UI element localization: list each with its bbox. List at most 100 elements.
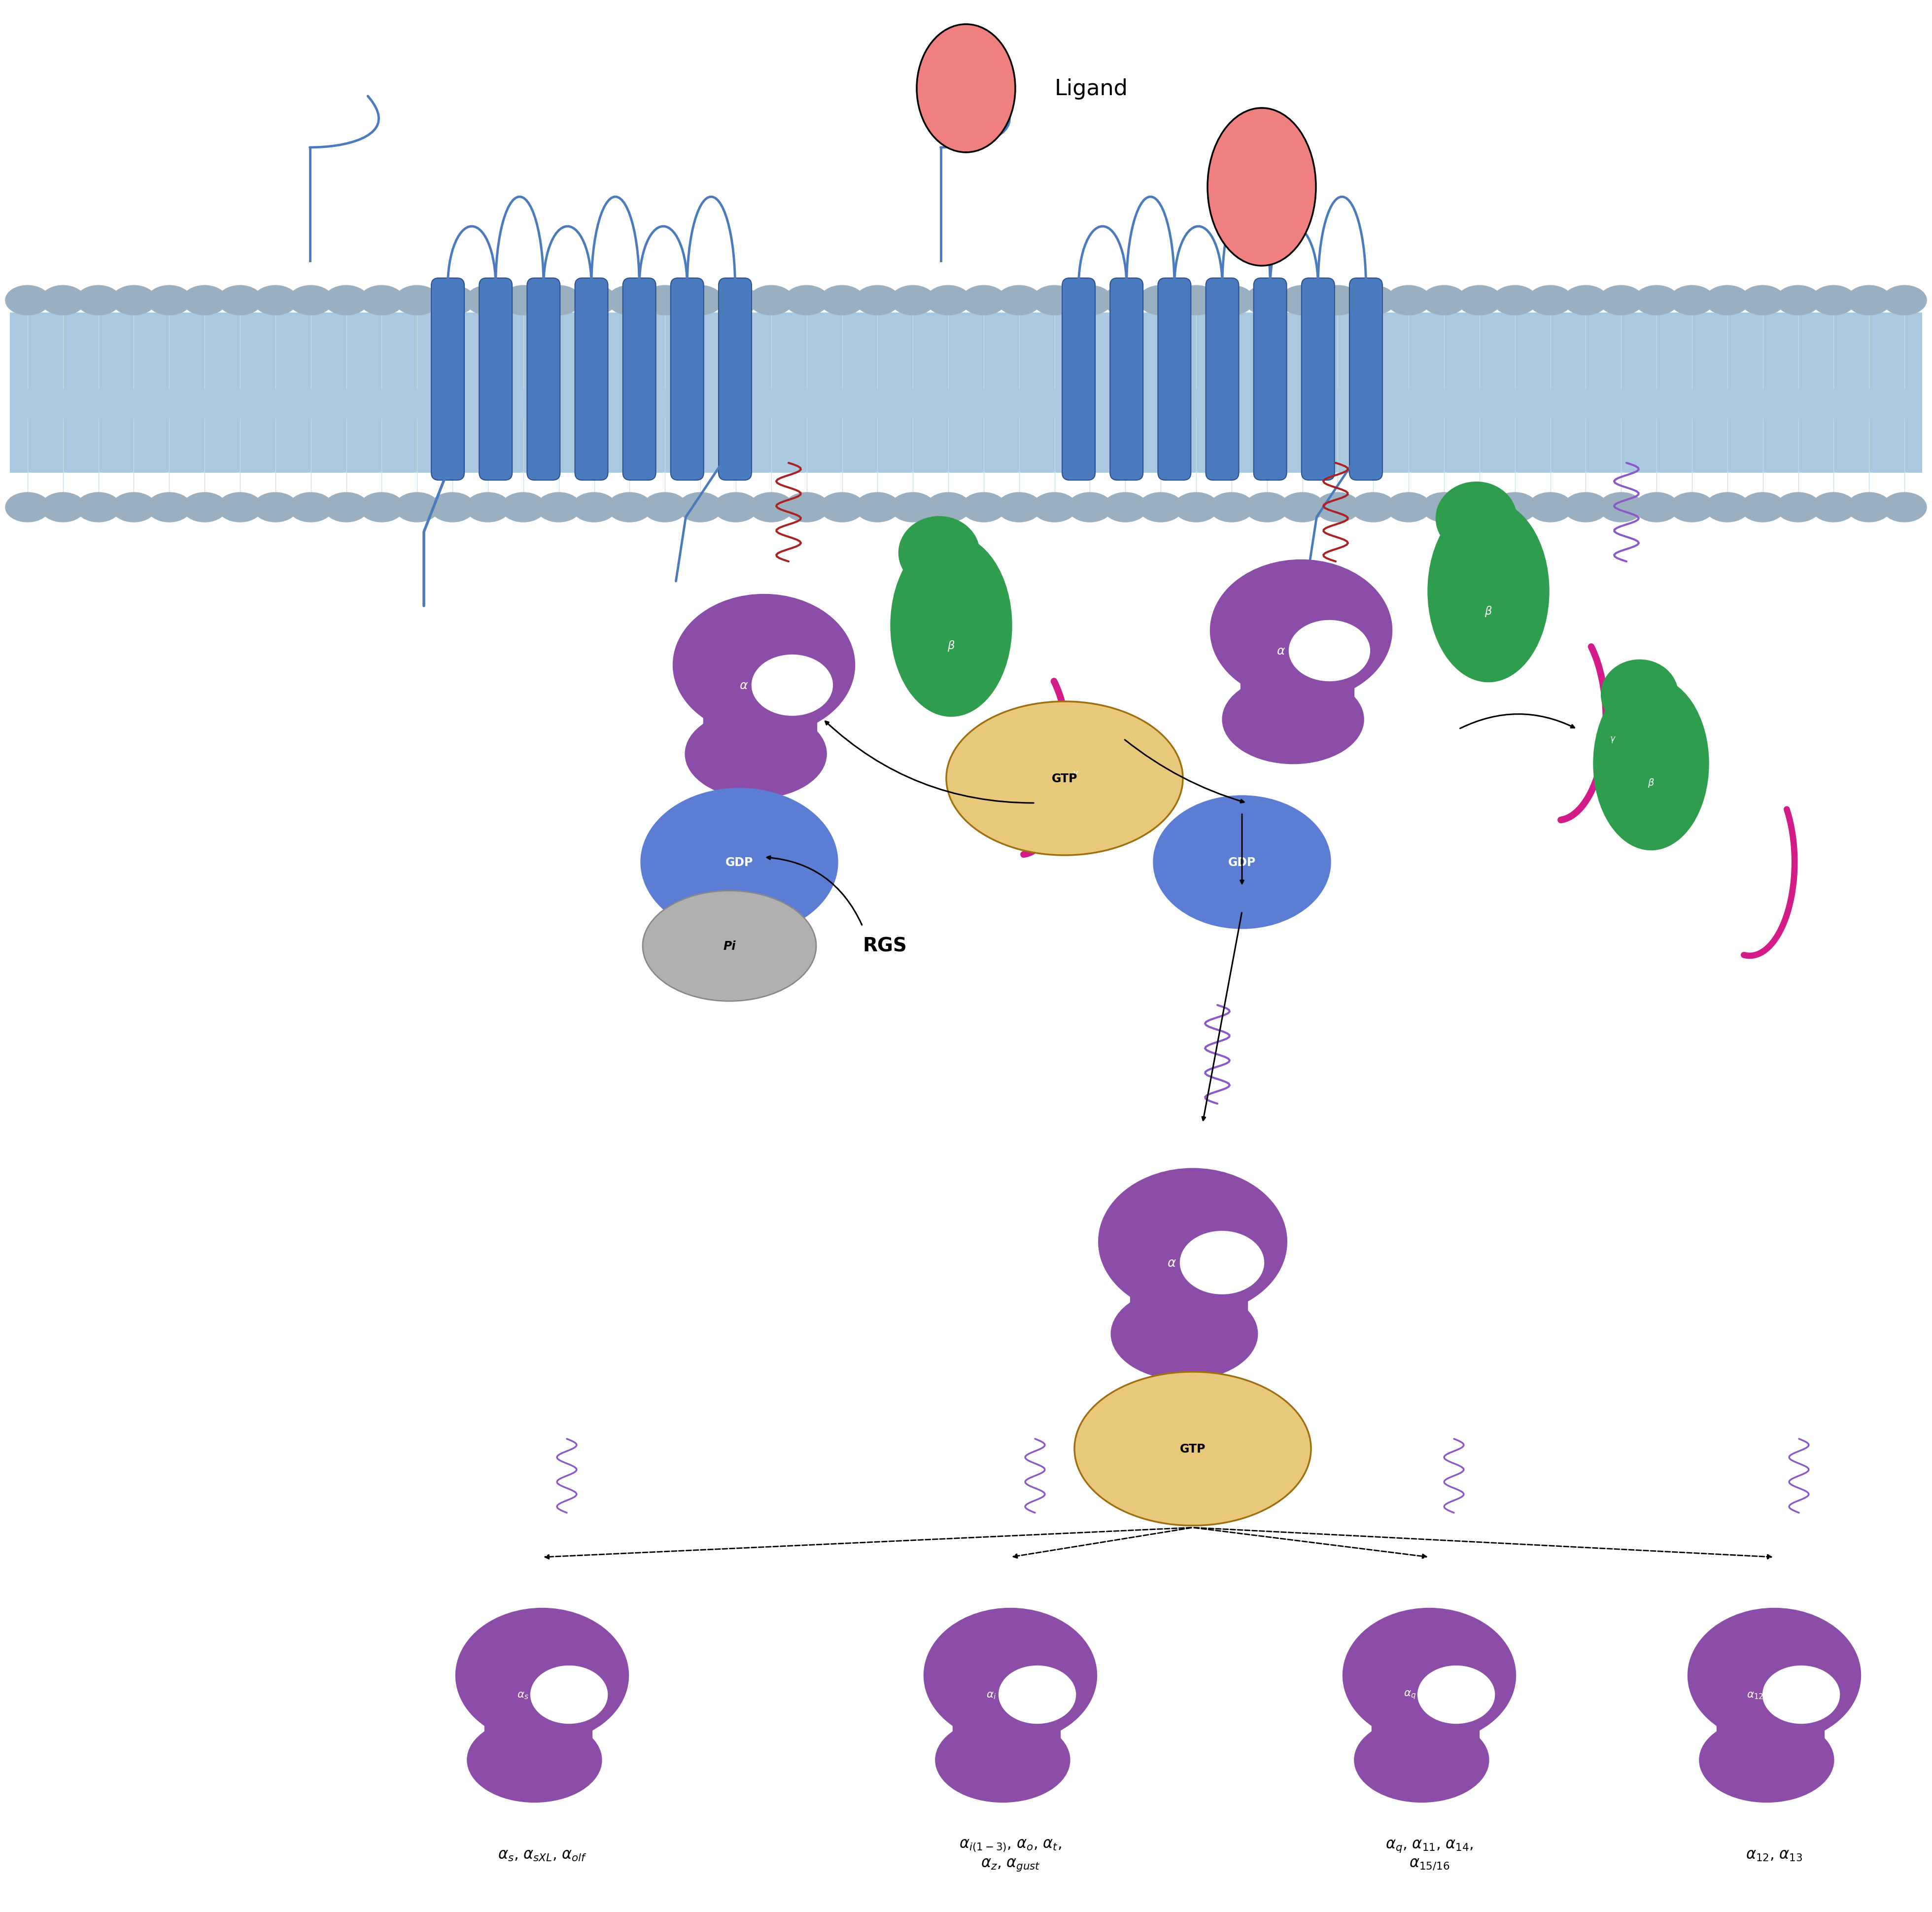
Ellipse shape xyxy=(6,285,50,315)
Ellipse shape xyxy=(1563,285,1607,315)
FancyBboxPatch shape xyxy=(719,279,752,480)
Ellipse shape xyxy=(75,285,120,315)
Text: $\alpha_{12}$, $\alpha_{13}$: $\alpha_{12}$, $\alpha_{13}$ xyxy=(1747,1847,1803,1862)
Ellipse shape xyxy=(1706,285,1750,315)
Ellipse shape xyxy=(923,1608,1097,1742)
Ellipse shape xyxy=(1422,493,1466,522)
Ellipse shape xyxy=(1316,493,1360,522)
Ellipse shape xyxy=(6,493,50,522)
Ellipse shape xyxy=(898,516,980,589)
Ellipse shape xyxy=(925,285,970,315)
Text: GDP: GDP xyxy=(1229,857,1256,868)
Text: $\alpha$: $\alpha$ xyxy=(1167,1256,1177,1270)
FancyBboxPatch shape xyxy=(1254,279,1287,480)
Ellipse shape xyxy=(856,285,900,315)
Text: $\gamma$: $\gamma$ xyxy=(1795,895,1801,902)
Ellipse shape xyxy=(1209,285,1254,315)
Ellipse shape xyxy=(112,493,156,522)
Ellipse shape xyxy=(531,1665,607,1723)
Ellipse shape xyxy=(1689,1608,1861,1742)
Text: GDP: GDP xyxy=(724,857,753,868)
Ellipse shape xyxy=(750,285,794,315)
Ellipse shape xyxy=(1350,285,1395,315)
Ellipse shape xyxy=(1175,493,1219,522)
Ellipse shape xyxy=(678,285,723,315)
Ellipse shape xyxy=(1180,1231,1264,1294)
FancyBboxPatch shape xyxy=(670,279,703,480)
Ellipse shape xyxy=(1074,1373,1312,1526)
Ellipse shape xyxy=(537,493,582,522)
FancyBboxPatch shape xyxy=(527,279,560,480)
Ellipse shape xyxy=(1435,482,1517,554)
Ellipse shape xyxy=(1706,493,1750,522)
Ellipse shape xyxy=(1528,493,1573,522)
Ellipse shape xyxy=(641,788,838,937)
Ellipse shape xyxy=(672,595,854,736)
Ellipse shape xyxy=(999,1665,1076,1723)
Text: $\alpha_{12}$: $\alpha_{12}$ xyxy=(1747,1690,1764,1700)
Ellipse shape xyxy=(1528,285,1573,315)
Ellipse shape xyxy=(500,285,545,315)
Ellipse shape xyxy=(1281,285,1325,315)
Ellipse shape xyxy=(218,493,263,522)
Ellipse shape xyxy=(41,493,85,522)
Ellipse shape xyxy=(431,285,475,315)
Text: $\alpha_{i(1-3)}$, $\alpha_o$, $\alpha_t$,
$\alpha_z$, $\alpha_{gust}$: $\alpha_{i(1-3)}$, $\alpha_o$, $\alpha_t… xyxy=(958,1837,1061,1872)
Ellipse shape xyxy=(1741,493,1785,522)
Ellipse shape xyxy=(678,493,723,522)
Ellipse shape xyxy=(1387,493,1432,522)
Ellipse shape xyxy=(1741,285,1785,315)
Ellipse shape xyxy=(147,493,191,522)
Ellipse shape xyxy=(856,493,900,522)
Ellipse shape xyxy=(1428,501,1549,683)
Ellipse shape xyxy=(394,493,439,522)
FancyBboxPatch shape xyxy=(1111,279,1144,480)
Ellipse shape xyxy=(1138,285,1182,315)
Ellipse shape xyxy=(1776,285,1820,315)
Ellipse shape xyxy=(713,285,757,315)
Text: $\beta$: $\beta$ xyxy=(947,639,954,652)
Text: $\alpha_q$: $\alpha_q$ xyxy=(1405,1688,1416,1700)
Ellipse shape xyxy=(1422,285,1466,315)
Ellipse shape xyxy=(572,493,616,522)
Ellipse shape xyxy=(1762,1665,1839,1723)
Bar xyxy=(1130,1233,1248,1325)
Ellipse shape xyxy=(962,493,1007,522)
Ellipse shape xyxy=(997,493,1041,522)
Bar xyxy=(703,658,817,746)
Ellipse shape xyxy=(1111,1289,1258,1380)
Ellipse shape xyxy=(1068,493,1113,522)
Text: $\alpha_s$, $\alpha_{sXL}$, $\alpha_{olf}$: $\alpha_s$, $\alpha_{sXL}$, $\alpha_{olf… xyxy=(498,1847,587,1862)
Text: RGS: RGS xyxy=(862,937,906,956)
Ellipse shape xyxy=(500,493,545,522)
Ellipse shape xyxy=(962,285,1007,315)
Ellipse shape xyxy=(1634,285,1679,315)
FancyBboxPatch shape xyxy=(1063,279,1095,480)
Ellipse shape xyxy=(1099,1168,1287,1315)
Ellipse shape xyxy=(1350,493,1395,522)
Ellipse shape xyxy=(288,285,332,315)
Ellipse shape xyxy=(1354,1717,1490,1803)
Ellipse shape xyxy=(752,656,833,715)
Ellipse shape xyxy=(468,1717,601,1803)
Ellipse shape xyxy=(1316,285,1360,315)
Ellipse shape xyxy=(75,493,120,522)
Text: GTP: GTP xyxy=(1051,772,1078,784)
Ellipse shape xyxy=(147,285,191,315)
Ellipse shape xyxy=(1418,1665,1495,1723)
Ellipse shape xyxy=(1343,1608,1517,1742)
FancyBboxPatch shape xyxy=(622,279,655,480)
Text: $\alpha$: $\alpha$ xyxy=(1277,644,1285,658)
Ellipse shape xyxy=(41,285,85,315)
Bar xyxy=(1240,623,1354,711)
Ellipse shape xyxy=(891,493,935,522)
Text: $\beta$: $\beta$ xyxy=(1484,604,1492,618)
Text: Ligand: Ligand xyxy=(1055,78,1128,99)
Ellipse shape xyxy=(218,285,263,315)
Ellipse shape xyxy=(359,493,404,522)
Ellipse shape xyxy=(1103,493,1148,522)
Ellipse shape xyxy=(253,493,298,522)
FancyBboxPatch shape xyxy=(1157,279,1190,480)
Ellipse shape xyxy=(325,285,369,315)
FancyBboxPatch shape xyxy=(479,279,512,480)
